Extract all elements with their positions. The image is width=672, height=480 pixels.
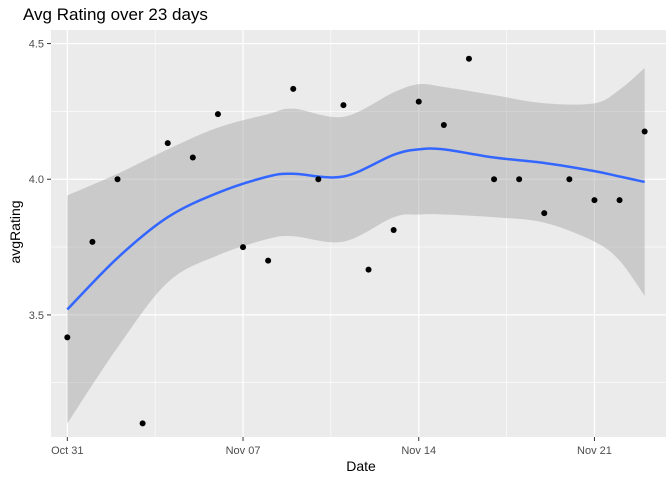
data-point [240, 244, 247, 251]
data-point [390, 226, 397, 233]
plot-panel [51, 30, 666, 437]
data-point [89, 238, 96, 245]
data-point [491, 176, 498, 183]
data-point [365, 266, 372, 273]
data-point [465, 55, 472, 62]
data-points [64, 55, 648, 427]
chart-title: Avg Rating over 23 days [23, 5, 208, 24]
smooth-line [66, 147, 645, 311]
data-point [616, 197, 623, 204]
x-tick-label: Nov 21 [577, 445, 612, 457]
y-tick-label: 3.5 [29, 310, 44, 322]
data-point [114, 176, 121, 183]
data-point [340, 102, 347, 109]
x-tick-label: Nov 14 [401, 445, 436, 457]
data-point [164, 140, 171, 147]
data-point [139, 420, 146, 427]
x-axis-label: Date [346, 458, 376, 474]
x-tick-label: Oct 31 [51, 445, 83, 457]
major-gridlines [51, 30, 666, 437]
x-axis: Oct 31 Nov 07 Nov 14 Nov 21 [51, 437, 612, 457]
minor-gridlines [51, 30, 666, 437]
data-point [516, 176, 523, 183]
y-tick-label: 4.0 [29, 174, 44, 186]
data-point [591, 197, 598, 204]
data-point [541, 210, 548, 217]
data-point [64, 334, 71, 341]
data-point [265, 257, 272, 264]
confidence-band [67, 67, 645, 424]
data-point [189, 154, 196, 161]
y-axis: 3.5 4.0 4.5 [29, 39, 51, 322]
data-point [214, 111, 221, 118]
data-point [566, 176, 573, 183]
data-point [315, 176, 322, 183]
data-point [290, 85, 297, 92]
x-tick-label: Nov 07 [226, 445, 261, 457]
data-point [641, 128, 648, 135]
y-tick-label: 4.5 [29, 39, 44, 51]
data-point [440, 121, 447, 128]
data-point [415, 98, 422, 105]
